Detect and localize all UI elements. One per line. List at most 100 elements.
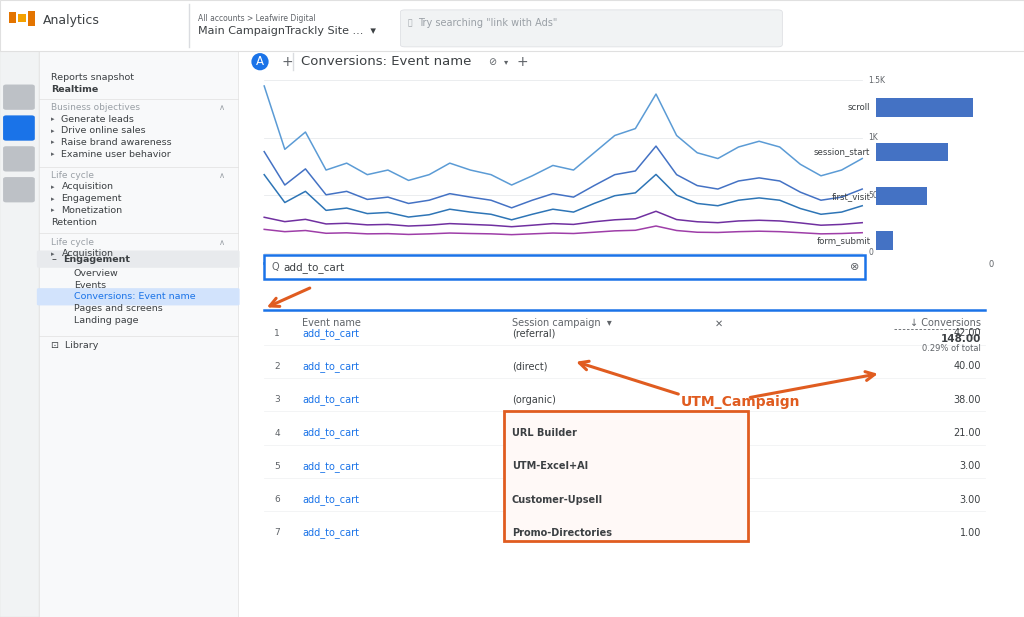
Text: 38.00: 38.00 (953, 395, 981, 405)
Text: 4: 4 (274, 429, 280, 437)
Text: Reports snapshot: Reports snapshot (51, 73, 134, 81)
Text: ⊘: ⊘ (488, 57, 497, 67)
Text: (referral): (referral) (512, 328, 555, 338)
Text: ∧: ∧ (219, 172, 225, 180)
Text: ▾: ▾ (504, 57, 508, 66)
Text: Landing page: Landing page (74, 316, 138, 325)
Text: 0.29% of total: 0.29% of total (923, 344, 981, 353)
FancyBboxPatch shape (9, 12, 16, 23)
Text: ∧: ∧ (219, 238, 225, 247)
FancyBboxPatch shape (876, 231, 893, 250)
Text: 0: 0 (868, 249, 873, 257)
Text: Engagement: Engagement (63, 255, 130, 263)
Text: ▸: ▸ (51, 151, 54, 157)
FancyBboxPatch shape (37, 251, 240, 268)
Text: 500: 500 (868, 191, 883, 200)
Text: 1.00: 1.00 (959, 528, 981, 538)
Text: Acquisition: Acquisition (61, 249, 114, 258)
Text: ▸: ▸ (51, 116, 54, 122)
Text: Monetization: Monetization (61, 206, 123, 215)
FancyBboxPatch shape (18, 14, 26, 22)
FancyBboxPatch shape (264, 255, 865, 279)
Text: Conversions: Event name: Conversions: Event name (74, 292, 196, 301)
Text: +: + (516, 55, 527, 68)
Text: add_to_cart: add_to_cart (302, 528, 359, 539)
Text: 40.00: 40.00 (953, 362, 981, 371)
FancyBboxPatch shape (37, 288, 240, 305)
Text: Pages and screens: Pages and screens (74, 304, 163, 313)
Text: form_submit: form_submit (616, 259, 670, 268)
Text: ▸: ▸ (51, 196, 54, 202)
Text: ▸: ▸ (51, 128, 54, 134)
Text: scroll: scroll (365, 259, 387, 268)
FancyBboxPatch shape (504, 412, 748, 541)
Text: page_view: page_view (281, 259, 326, 268)
FancyBboxPatch shape (400, 10, 782, 47)
Text: Events: Events (74, 281, 105, 289)
Text: scroll: scroll (848, 103, 870, 112)
Text: 3.00: 3.00 (959, 462, 981, 471)
Text: ▸: ▸ (51, 207, 54, 213)
Text: ▸: ▸ (51, 184, 54, 190)
Text: Event name: Event name (302, 318, 360, 328)
Text: URL Builder: URL Builder (512, 428, 577, 438)
FancyBboxPatch shape (0, 0, 1024, 51)
Text: Try searching "link with Ads": Try searching "link with Ads" (418, 18, 557, 28)
Text: 1.5K: 1.5K (868, 76, 886, 85)
Text: ✕: ✕ (715, 318, 723, 328)
Text: Examine user behavior: Examine user behavior (61, 150, 171, 159)
Text: form_submit: form_submit (816, 236, 870, 245)
Text: session_start: session_start (449, 259, 504, 268)
Text: first_visit: first_visit (532, 259, 570, 268)
Text: Q: Q (271, 262, 279, 272)
Text: session_start: session_start (814, 147, 870, 156)
Text: add_to_cart: add_to_cart (302, 461, 359, 472)
Text: add_to_cart: add_to_cart (302, 494, 359, 505)
Text: Retention: Retention (51, 218, 97, 226)
Text: ▸: ▸ (51, 251, 54, 257)
Text: +: + (282, 55, 293, 68)
Text: add_to_cart: add_to_cart (284, 262, 345, 273)
Text: ⊡  Library: ⊡ Library (51, 341, 98, 350)
Text: Realtime: Realtime (51, 85, 98, 94)
Text: Customer-Upsell: Customer-Upsell (512, 495, 603, 505)
Text: (direct): (direct) (512, 362, 548, 371)
Text: 1: 1 (274, 329, 281, 337)
Text: All accounts > Leafwire Digital: All accounts > Leafwire Digital (198, 14, 315, 23)
Text: 6: 6 (274, 495, 281, 504)
Text: UTM_Campaign: UTM_Campaign (681, 395, 801, 409)
FancyBboxPatch shape (28, 11, 35, 26)
Text: 5: 5 (274, 462, 281, 471)
FancyBboxPatch shape (3, 85, 35, 110)
Text: Conversions: Event name: Conversions: Event name (301, 55, 471, 68)
Text: A: A (256, 55, 264, 68)
Text: 0: 0 (988, 260, 994, 268)
Text: ⊗: ⊗ (850, 262, 860, 272)
FancyBboxPatch shape (876, 143, 948, 161)
Text: ∧: ∧ (219, 104, 225, 112)
Text: UTM-Excel+AI: UTM-Excel+AI (512, 462, 588, 471)
FancyBboxPatch shape (876, 187, 927, 205)
Text: Promo-Directories: Promo-Directories (512, 528, 612, 538)
FancyBboxPatch shape (0, 51, 39, 617)
Text: 3.00: 3.00 (959, 495, 981, 505)
Text: 3: 3 (274, 395, 281, 404)
Text: ▸: ▸ (51, 139, 54, 146)
Text: 42.00: 42.00 (953, 328, 981, 338)
Text: Analytics: Analytics (43, 14, 100, 27)
Text: Life cycle: Life cycle (51, 172, 94, 180)
FancyBboxPatch shape (863, 80, 1024, 253)
FancyBboxPatch shape (3, 115, 35, 141)
Text: Session campaign  ▾: Session campaign ▾ (512, 318, 611, 328)
FancyBboxPatch shape (3, 177, 35, 202)
Text: 🔍: 🔍 (408, 19, 413, 27)
Text: add_to_cart: add_to_cart (302, 328, 359, 339)
Text: add_to_cart: add_to_cart (302, 394, 359, 405)
Text: 21.00: 21.00 (953, 428, 981, 438)
Text: add_to_cart: add_to_cart (302, 428, 359, 439)
FancyBboxPatch shape (264, 80, 862, 253)
Text: Generate leads: Generate leads (61, 115, 134, 123)
Text: ↓ Conversions: ↓ Conversions (910, 318, 981, 328)
Text: Business objectives: Business objectives (51, 104, 140, 112)
Text: Drive online sales: Drive online sales (61, 126, 146, 135)
